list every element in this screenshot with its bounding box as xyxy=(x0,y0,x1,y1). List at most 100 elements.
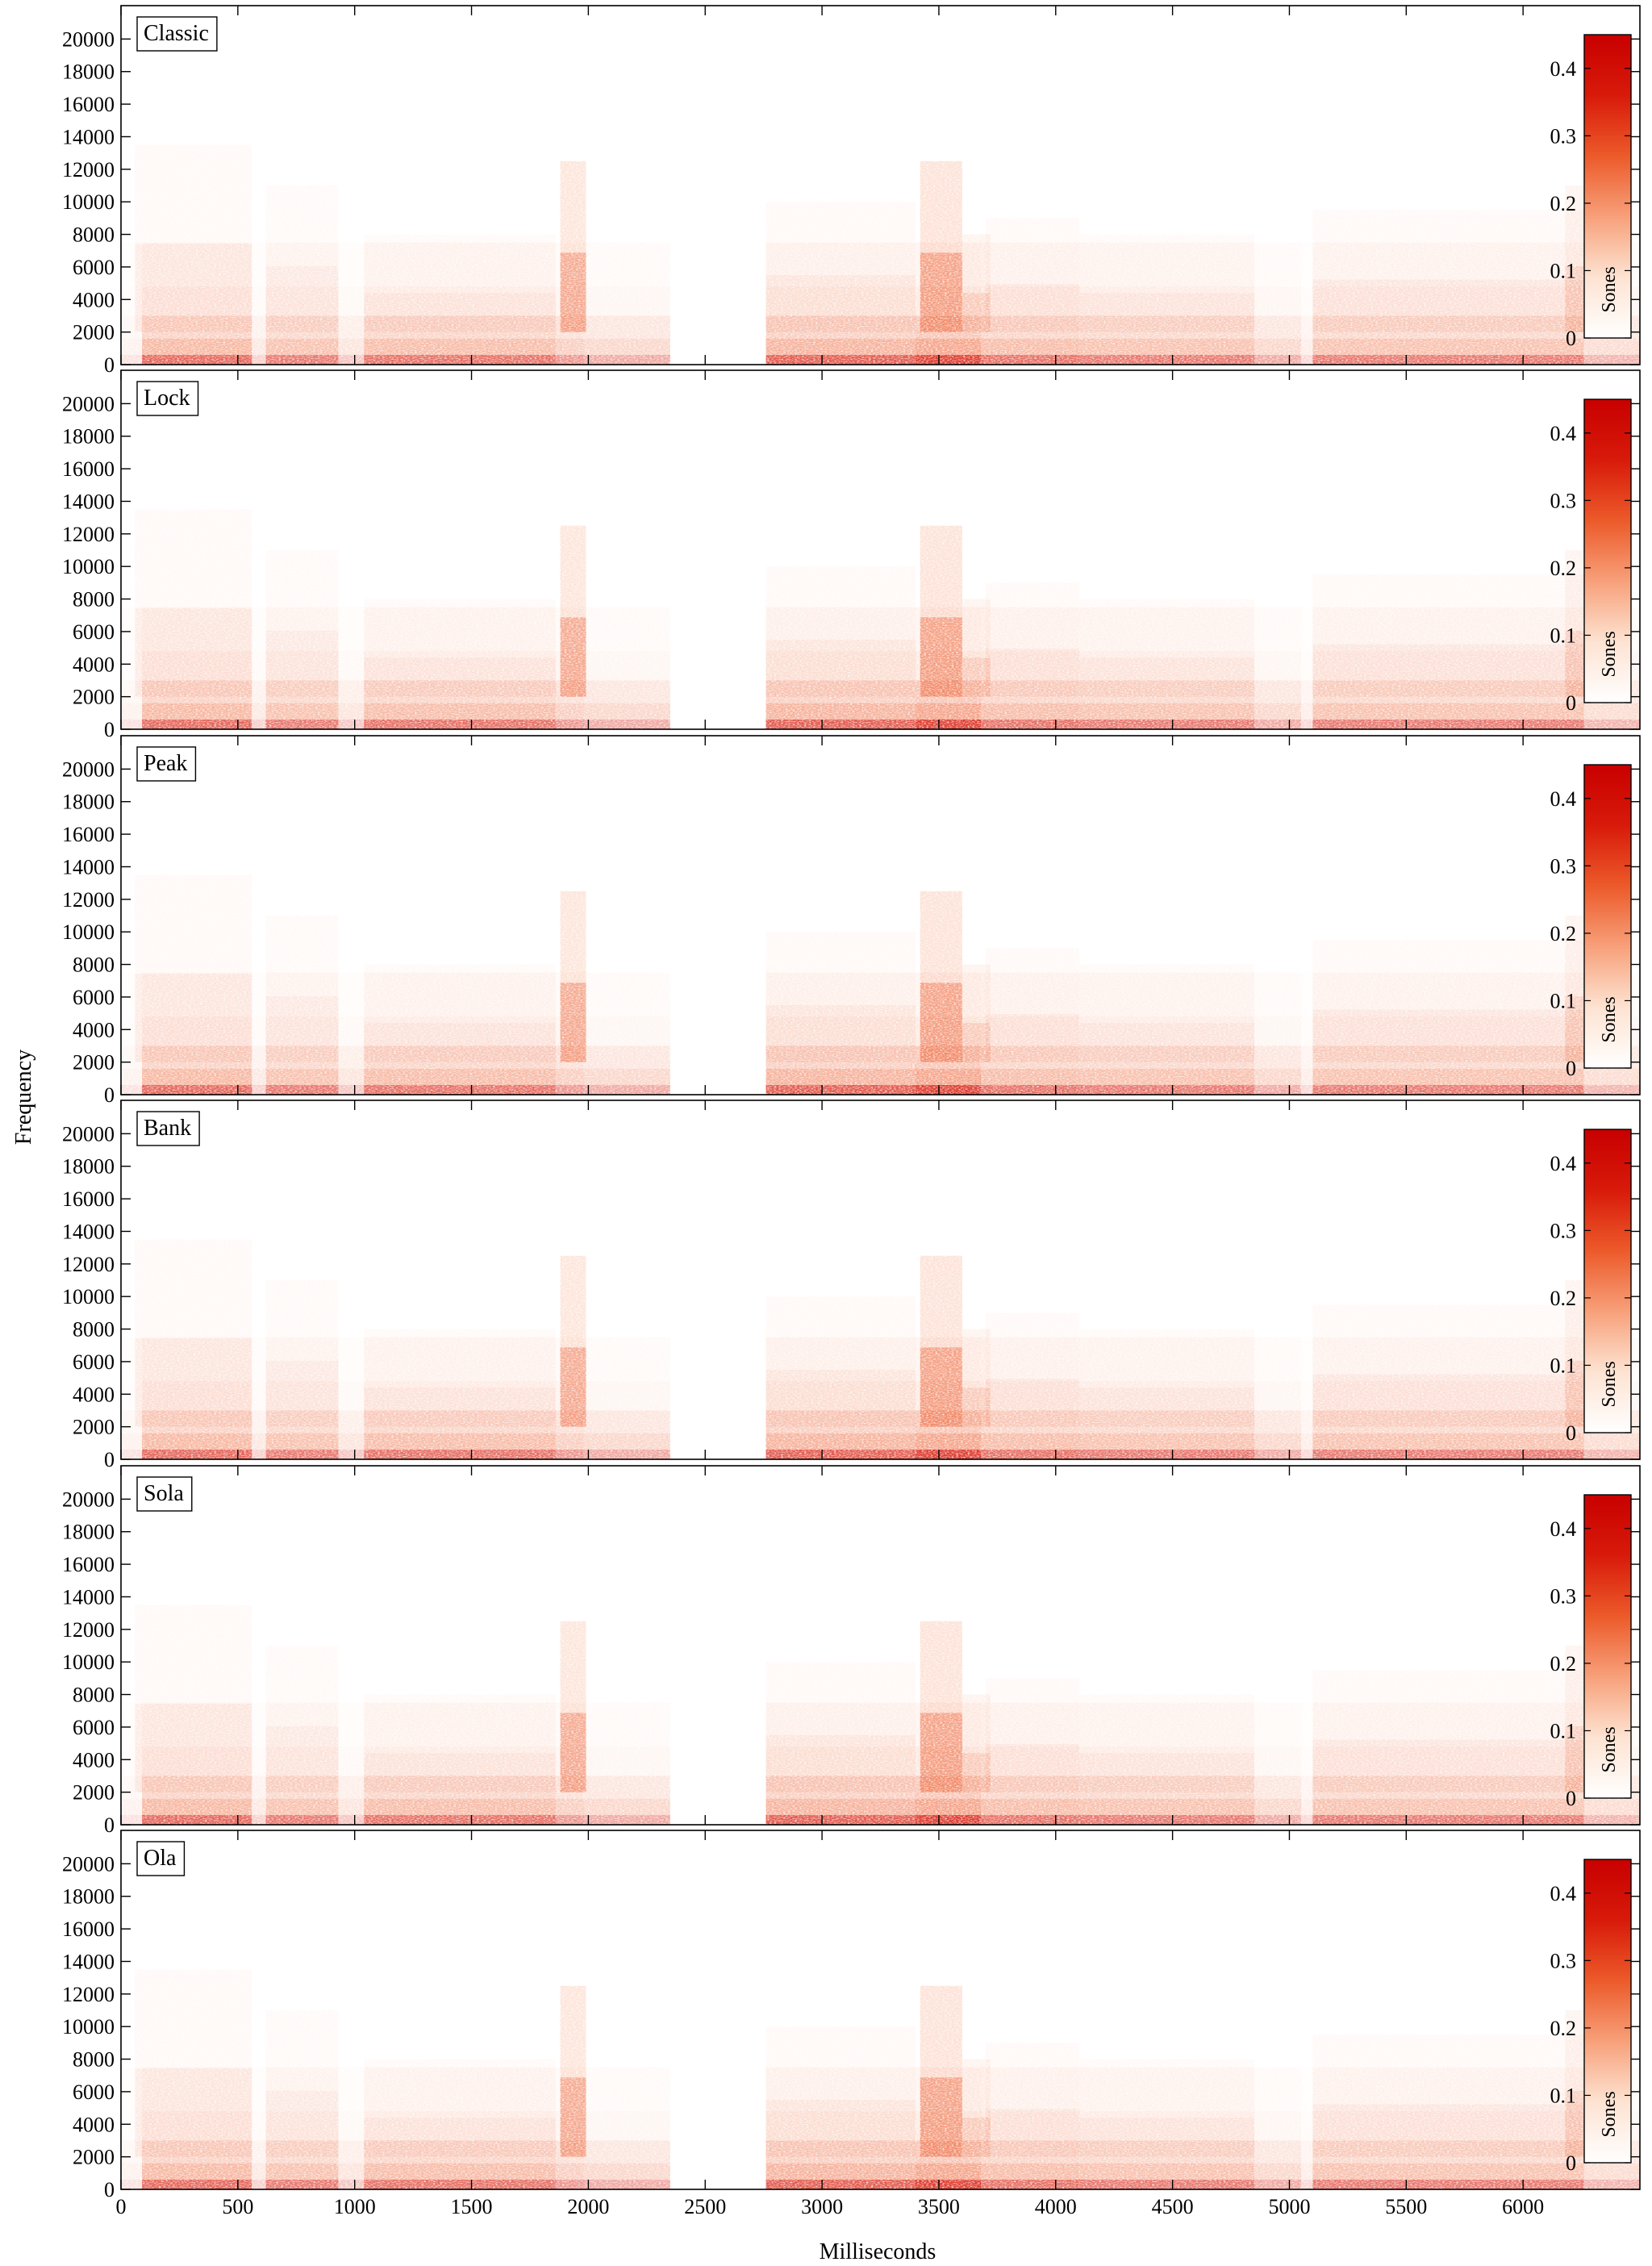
y-tick-label: 4000 xyxy=(73,653,115,676)
colorbar xyxy=(1583,764,1632,1069)
colorbar-tick-label: 0.3 xyxy=(1550,489,1577,512)
heatmap-cells xyxy=(121,370,1640,729)
panel-title: Classic xyxy=(144,21,209,46)
y-tick-label: 8000 xyxy=(73,223,115,247)
y-tick-label: 18000 xyxy=(62,791,115,814)
y-tick-label: 20000 xyxy=(62,1852,115,1876)
axes-frame xyxy=(120,1830,1641,2190)
colorbar-tick-label: 0 xyxy=(1566,1787,1576,1810)
panel-title: Bank xyxy=(144,1116,191,1141)
colorbar-tick-label: 0 xyxy=(1566,2151,1576,2175)
y-tick-label: 20000 xyxy=(62,27,115,51)
y-tick-label: 10000 xyxy=(62,190,115,214)
y-tick-label: 18000 xyxy=(62,61,115,84)
y-tick-label: 20000 xyxy=(62,392,115,415)
y-tick-label: 16000 xyxy=(62,93,115,116)
x-tick-label: 1500 xyxy=(451,2195,493,2218)
y-tick-label: 10000 xyxy=(62,2015,115,2039)
panel-title-box xyxy=(136,1111,200,1146)
panel-title: Lock xyxy=(144,386,190,411)
y-tick-label: 20000 xyxy=(62,1488,115,1511)
colorbar-tick-label: 0.1 xyxy=(1550,624,1577,647)
x-tick-label: 5000 xyxy=(1268,2195,1310,2218)
x-tick-label: 2500 xyxy=(684,2195,726,2218)
heatmap-grain xyxy=(121,1100,1640,1459)
colorbar-tick-label: 0.4 xyxy=(1550,1882,1577,1905)
heatmap-cells xyxy=(121,6,1640,365)
x-tick-label: 3000 xyxy=(801,2195,843,2218)
x-tick-label: 6000 xyxy=(1502,2195,1544,2218)
colorbar-tick-label: 0.2 xyxy=(1550,922,1577,945)
y-tick-label: 0 xyxy=(104,1083,115,1107)
y-tick-label: 4000 xyxy=(73,1748,115,1771)
y-tick-label: 6000 xyxy=(73,1716,115,1739)
spectrogram-panel: 0200040006000800010000120001400016000180… xyxy=(62,369,1641,741)
colorbar-label: Sones xyxy=(1599,2091,1620,2137)
y-tick-label: 14000 xyxy=(62,490,115,513)
y-tick-label: 10000 xyxy=(62,555,115,578)
heatmap-grain xyxy=(121,370,1640,729)
colorbar-tick-label: 0.3 xyxy=(1550,1949,1577,1972)
y-tick-label: 0 xyxy=(104,1813,115,1837)
y-tick-label: 8000 xyxy=(73,954,115,977)
y-tick-label: 12000 xyxy=(62,523,115,546)
y-tick-label: 0 xyxy=(104,718,115,741)
colorbar xyxy=(1583,1859,1632,2164)
heatmap-grain xyxy=(121,1830,1640,2189)
colorbar-tick-label: 0 xyxy=(1566,691,1576,715)
spectrogram-panel: 0200040006000800010000120001400016000180… xyxy=(62,735,1641,1107)
colorbar-tick-label: 0.1 xyxy=(1550,1719,1577,1742)
x-tick-label: 5500 xyxy=(1385,2195,1427,2218)
y-tick-label: 12000 xyxy=(62,1618,115,1642)
spectrogram-panel: 0200040006000800010000120001400016000180… xyxy=(62,1830,1641,2218)
colorbar-tick-label: 0.4 xyxy=(1550,1152,1577,1175)
colorbar-tick-label: 0 xyxy=(1566,327,1576,350)
y-tick-label: 2000 xyxy=(73,686,115,709)
y-tick-label: 20000 xyxy=(62,757,115,781)
colorbar-tick-label: 0.3 xyxy=(1550,854,1577,878)
y-tick-label: 12000 xyxy=(62,1253,115,1276)
axes-frame xyxy=(120,5,1641,365)
y-tick-label: 14000 xyxy=(62,1950,115,1973)
heatmap-cells xyxy=(121,1466,1640,1825)
colorbar xyxy=(1583,1494,1632,1799)
colorbar-tick-label: 0 xyxy=(1566,1057,1576,1080)
y-tick-label: 18000 xyxy=(62,1885,115,1909)
figure-xlabel: Milliseconds xyxy=(820,2239,937,2264)
y-tick-label: 6000 xyxy=(73,620,115,644)
panel-title-box xyxy=(136,1841,186,1876)
y-tick-label: 20000 xyxy=(62,1122,115,1146)
y-tick-label: 18000 xyxy=(62,425,115,449)
y-tick-label: 2000 xyxy=(73,2146,115,2169)
y-tick-label: 18000 xyxy=(62,1155,115,1179)
colorbar-tick-label: 0.4 xyxy=(1550,787,1577,811)
y-tick-label: 2000 xyxy=(73,1051,115,1075)
colorbar xyxy=(1583,399,1632,703)
panel-title-box xyxy=(136,16,218,52)
colorbar-tick-label: 0.2 xyxy=(1550,1287,1577,1310)
y-tick-label: 8000 xyxy=(73,1684,115,1707)
panel-title: Sola xyxy=(144,1481,184,1506)
y-tick-label: 16000 xyxy=(62,1553,115,1576)
colorbar xyxy=(1583,34,1632,339)
axes-frame xyxy=(120,735,1641,1095)
y-tick-label: 14000 xyxy=(62,855,115,878)
y-tick-label: 6000 xyxy=(73,2080,115,2104)
spectrogram-panel: 0200040006000800010000120001400016000180… xyxy=(62,5,1641,377)
y-tick-label: 0 xyxy=(104,2178,115,2201)
panel-title-box xyxy=(136,1476,193,1512)
colorbar-tick-label: 0.1 xyxy=(1550,989,1577,1012)
colorbar-label: Sones xyxy=(1599,266,1620,312)
y-tick-label: 0 xyxy=(104,1448,115,1471)
heatmap-grain xyxy=(121,736,1640,1095)
colorbar-label: Sones xyxy=(1599,996,1620,1042)
colorbar-tick-label: 0.1 xyxy=(1550,2084,1577,2107)
panel-title-box xyxy=(136,381,199,416)
y-tick-label: 14000 xyxy=(62,1585,115,1609)
heatmap-grain xyxy=(121,1466,1640,1825)
panel-title: Peak xyxy=(144,751,187,776)
y-tick-label: 8000 xyxy=(73,1318,115,1342)
y-tick-label: 10000 xyxy=(62,920,115,944)
heatmap-cells xyxy=(121,1100,1640,1459)
